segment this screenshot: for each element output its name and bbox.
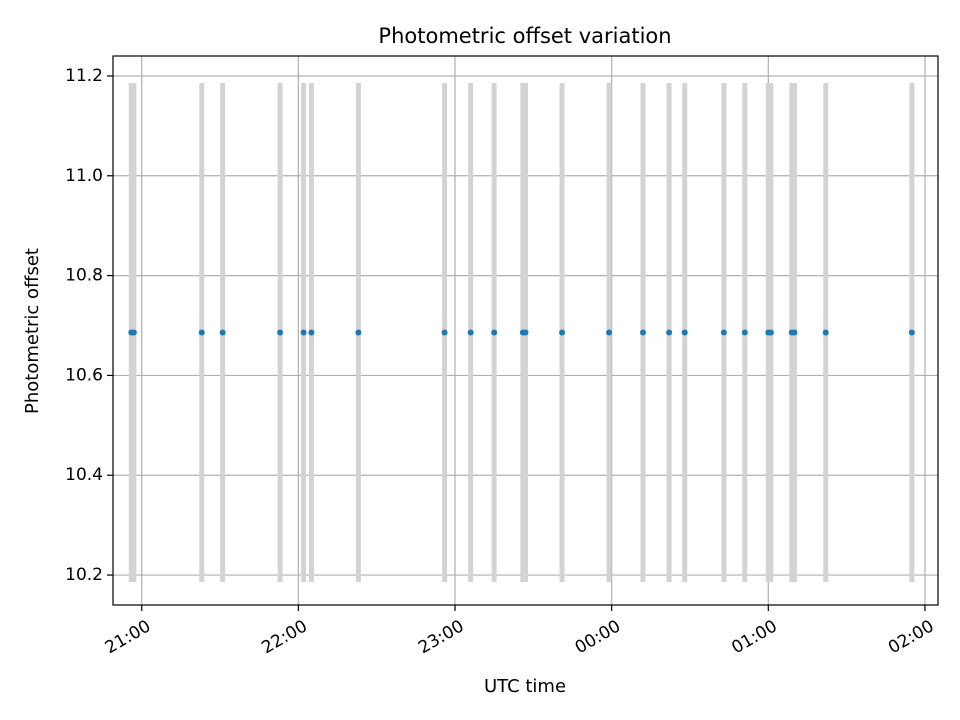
- data-point: [559, 329, 566, 336]
- plot-frame: [112, 55, 939, 606]
- data-point: [441, 329, 448, 336]
- data-point: [355, 329, 362, 336]
- data-point: [639, 329, 646, 336]
- data-point: [741, 329, 748, 336]
- data-point: [791, 329, 798, 336]
- data-point: [300, 329, 307, 336]
- data-point: [720, 329, 727, 336]
- point-layer: [128, 329, 915, 336]
- y-tick-label: 10.4: [65, 465, 103, 485]
- data-point: [606, 329, 613, 336]
- y-tick-label: 11.0: [65, 166, 103, 186]
- y-axis-title: Photometric offset: [22, 248, 43, 414]
- data-point: [522, 329, 529, 336]
- data-point: [219, 329, 226, 336]
- data-point: [681, 329, 688, 336]
- data-point: [767, 329, 774, 336]
- y-tick-label: 11.2: [65, 66, 103, 86]
- data-point: [467, 329, 474, 336]
- data-point: [198, 329, 205, 336]
- y-tick-label: 10.8: [65, 266, 103, 286]
- data-point: [666, 329, 673, 336]
- data-point: [130, 329, 137, 336]
- y-tick-label: 10.6: [65, 365, 103, 385]
- data-point: [908, 329, 915, 336]
- y-tick-label: 10.2: [65, 565, 103, 585]
- data-point: [308, 329, 315, 336]
- data-point: [277, 329, 284, 336]
- data-point: [491, 329, 498, 336]
- x-axis-title: UTC time: [484, 676, 566, 697]
- data-point: [822, 329, 829, 336]
- chart-title: Photometric offset variation: [378, 24, 671, 48]
